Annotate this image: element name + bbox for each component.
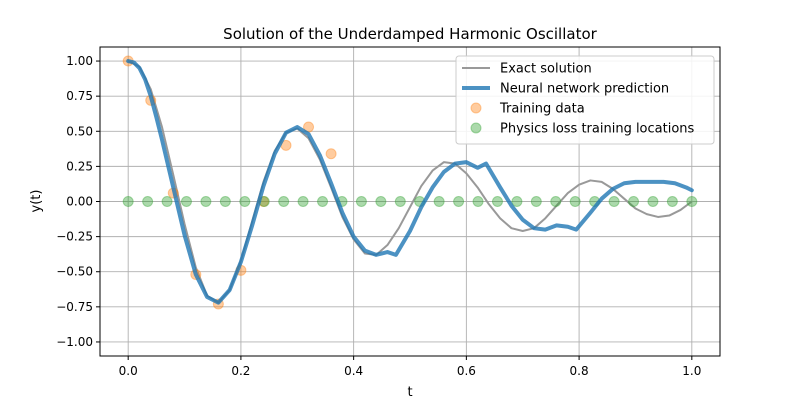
physics-loss-location-point <box>433 196 445 207</box>
y-tick-label: 0.00 <box>66 195 93 209</box>
y-tick-label: 1.00 <box>66 54 93 68</box>
x-tick-label: 1.0 <box>682 364 701 378</box>
y-tick-label: 0.50 <box>66 124 93 138</box>
x-tick-label: 0.6 <box>457 364 476 378</box>
grid <box>100 47 720 356</box>
physics-loss-location-point <box>550 196 562 207</box>
y-axis-label: y(t) <box>29 190 44 213</box>
legend-label-exact-solution: Exact solution <box>500 62 592 77</box>
physics-loss-location-point <box>200 196 212 207</box>
legend-box <box>455 55 715 145</box>
training-data-point <box>325 148 337 160</box>
physics-loss-location-point <box>530 196 542 207</box>
physics-loss-location-point <box>317 196 329 207</box>
physics-loss-location-point <box>511 196 523 207</box>
legend-label-training-data: Training data <box>499 102 585 117</box>
physics-loss-location-point <box>142 196 154 207</box>
ticks: 0.0 0.2 0.4 0.6 0.8 1.0 1.00 0.75 0.50 0.25 0.00 −0… <box>56 54 701 378</box>
physics-loss-location-point <box>219 196 231 207</box>
physics-loss-location-point <box>375 196 387 207</box>
physics-loss-location-point <box>297 196 309 207</box>
physics-loss-location-point <box>491 196 503 207</box>
physics-loss-location-point <box>666 196 678 207</box>
chart-title: Solution of the Underdamped Harmonic Osc… <box>223 25 597 43</box>
physics-loss-location-point <box>453 196 465 207</box>
physics-loss-location-point <box>608 196 620 207</box>
physics-loss-location-point <box>569 196 581 207</box>
neural-network-prediction-line <box>126 59 694 305</box>
physics-loss-location-point <box>180 196 192 207</box>
physics-loss-location-point <box>239 196 251 207</box>
physics-loss-location-point <box>161 196 173 207</box>
x-tick-label: 0.0 <box>119 364 138 378</box>
physics-loss-location-point <box>472 196 484 207</box>
physics-loss-location-point <box>647 196 659 207</box>
physics-loss-location-point <box>628 196 640 207</box>
y-tick-label: −1.00 <box>56 335 93 349</box>
physics-loss-location-point <box>278 196 290 207</box>
legend-label-neural-network-prediction: Neural network prediction <box>500 82 669 97</box>
physics-loss-location-point <box>122 196 134 207</box>
y-tick-label: 0.25 <box>66 159 93 173</box>
x-tick-label: 0.4 <box>344 364 363 378</box>
legend: Exact solution Neural network prediction T… <box>455 55 715 145</box>
y-tick-label: −0.75 <box>56 300 93 314</box>
physics-loss-location-point <box>394 196 406 207</box>
y-tick-label: −0.50 <box>56 265 93 279</box>
y-tick-label: −0.25 <box>56 230 93 244</box>
x-tick-label: 0.2 <box>231 364 250 378</box>
physics-loss-location-point <box>686 196 698 207</box>
legend-swatch-training-data <box>470 102 482 114</box>
legend-label-physics-loss-training-locations: Physics loss training locations <box>500 122 695 137</box>
x-axis-label: t <box>407 385 412 400</box>
plot-area <box>122 55 698 310</box>
physics-loss-location-point <box>355 196 367 207</box>
x-tick-label: 0.8 <box>570 364 589 378</box>
legend-swatch-physics-loss-training-locations <box>470 122 482 134</box>
y-tick-label: 0.75 <box>66 89 93 103</box>
